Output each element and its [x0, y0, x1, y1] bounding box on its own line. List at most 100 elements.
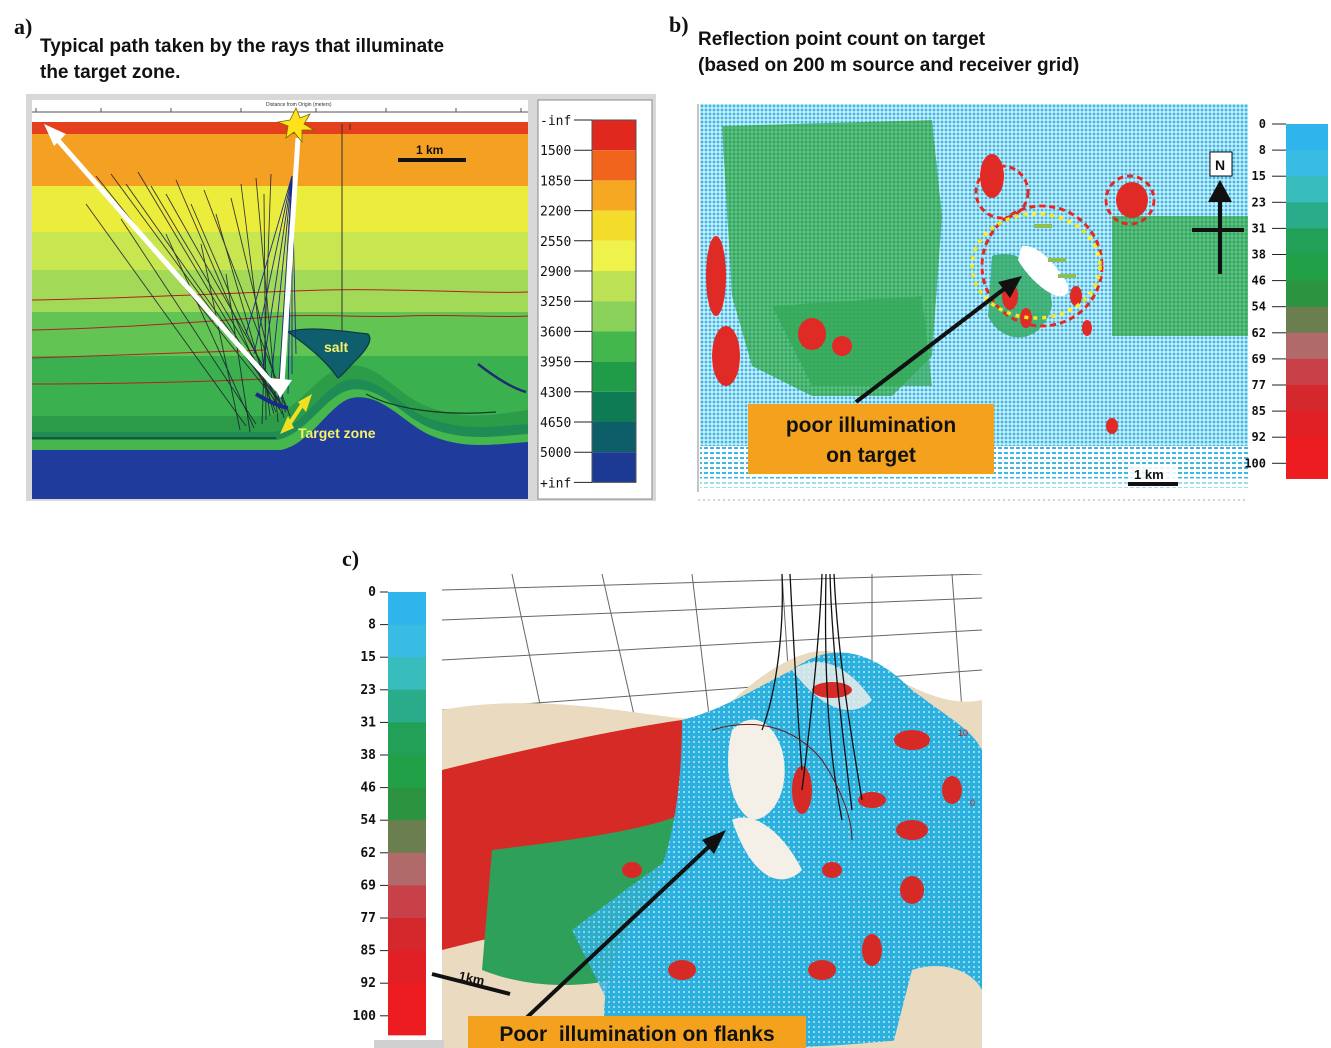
- count-color-block: [388, 885, 426, 919]
- count-color-block: [388, 722, 426, 756]
- count-color-block: [388, 624, 426, 658]
- panel-b-map: N poor illumination on target 1 km 0 8 15 2…: [697, 98, 1328, 501]
- panel-c-scale-bar: [431, 972, 511, 996]
- count-colorbar-c: [388, 592, 426, 1036]
- panel-a-title-line1: Typical path taken by the rays that illu…: [40, 36, 445, 57]
- count-tick-label: 0: [368, 585, 376, 600]
- velocity-color-block: [592, 301, 636, 332]
- count-colorbar-b-ticks: 0 8 15 23 31 38 46 54 62 69 77 85 92 100: [1244, 117, 1286, 470]
- velocity-color-block: [592, 422, 636, 453]
- panel-a-scale-label: 1 km: [416, 143, 443, 157]
- velocity-color-block: [592, 150, 636, 181]
- count-color-block: [1286, 332, 1328, 360]
- count-tick-label: 85: [360, 944, 376, 959]
- count-tick-label: 54: [1252, 300, 1266, 314]
- panel-b-callout: [748, 404, 994, 474]
- panel-b-callout-line2: on target: [826, 444, 916, 467]
- panel-c-callout: [468, 1016, 806, 1048]
- velocity-color-block: [592, 120, 636, 151]
- velocity-colorbar-ticks: -inf 1500 1850 2200 2550 2900 3250 3600 3950 4300…: [540, 114, 592, 491]
- velocity-color-block: [592, 210, 636, 241]
- count-color-block: [388, 657, 426, 691]
- target-outline: [970, 212, 1102, 320]
- north-arrow-icon: N: [1192, 151, 1244, 274]
- count-tick-label: 31: [1252, 221, 1266, 235]
- count-color-block: [1286, 306, 1328, 334]
- count-tick-label: 77: [360, 911, 376, 926]
- count-color-block: [1286, 254, 1328, 282]
- velocity-color-block: [592, 271, 636, 302]
- panel-a-letter: a): [14, 14, 33, 39]
- count-color-block: [388, 983, 426, 1017]
- velocity-color-block: [592, 391, 636, 422]
- count-tick-label: 0: [1259, 117, 1266, 131]
- velocity-color-block: [592, 240, 636, 271]
- panel-a-title-line2: the target zone.: [40, 62, 181, 83]
- count-color-block: [388, 787, 426, 821]
- velocity-tick-label: 1500: [540, 144, 571, 159]
- svg-text:N: N: [1215, 157, 1225, 173]
- velocity-tick-label: 4300: [540, 386, 571, 401]
- velocity-tick-label: 3600: [540, 325, 571, 340]
- count-color-block: [1286, 202, 1328, 229]
- count-tick-label: 54: [360, 813, 376, 828]
- count-color-block: [1286, 176, 1328, 203]
- count-tick-label: 8: [1259, 143, 1266, 157]
- velocity-tick-label: 4650: [540, 416, 571, 431]
- count-color-block: [388, 820, 426, 854]
- panel-c-letter: c): [342, 546, 360, 571]
- velocity-color-block: [592, 331, 636, 362]
- count-color-block: [1286, 411, 1328, 438]
- velocity-tick-label: 2900: [540, 265, 571, 280]
- target-zone-arrow: [280, 394, 312, 434]
- count-tick-label: 92: [360, 976, 376, 991]
- count-colorbar-c-ticks: 0 8 15 23 31 38 46 54 62 69 77 85 92 100: [353, 585, 388, 1024]
- illumination-gap: [1018, 245, 1069, 297]
- count-tick-label: 38: [360, 748, 376, 763]
- count-tick-label: 69: [360, 878, 376, 893]
- panel-a-axis-caption: Distance from Origin (meters): [266, 102, 332, 108]
- count-color-block: [388, 852, 426, 886]
- target-zone-label: Target zone: [298, 425, 376, 441]
- velocity-tick-label: 5000: [540, 446, 571, 461]
- count-color-block: [388, 1015, 426, 1036]
- count-tick-label: 46: [1252, 274, 1266, 288]
- count-tick-label: 8: [368, 618, 376, 633]
- count-color-block: [388, 918, 426, 952]
- svg-text:0: 0: [970, 798, 975, 808]
- count-tick-label: 62: [1252, 326, 1266, 340]
- panel-b-scale-label: 1 km: [1134, 467, 1164, 482]
- count-color-block: [1286, 280, 1328, 308]
- velocity-tick-label: 3950: [540, 356, 571, 371]
- count-color-block: [1286, 124, 1328, 151]
- velocity-tick-label: +inf: [540, 476, 571, 491]
- svg-text:10: 10: [958, 728, 968, 738]
- count-color-block: [388, 689, 426, 723]
- count-tick-label: 23: [360, 683, 376, 698]
- velocity-tick-label: 3250: [540, 295, 571, 310]
- count-colorbar-b: [1286, 124, 1328, 479]
- count-color-block: [388, 950, 426, 984]
- source-star-icon: [276, 107, 316, 144]
- count-color-block: [1286, 358, 1328, 386]
- panel-b-letter: b): [669, 12, 689, 37]
- count-tick-label: 100: [1244, 456, 1266, 470]
- panel-b-callout-line1: poor illumination: [786, 414, 956, 437]
- count-color-block: [388, 592, 426, 626]
- count-tick-label: 15: [1252, 169, 1266, 183]
- count-tick-label: 92: [1252, 430, 1266, 444]
- count-tick-label: 31: [360, 715, 376, 730]
- velocity-tick-label: -inf: [540, 114, 571, 129]
- panel-a-cross-section: Distance from Origin (meters): [26, 94, 656, 501]
- velocity-color-block: [592, 452, 636, 483]
- count-color-block: [1286, 150, 1328, 177]
- count-color-block: [1286, 437, 1328, 464]
- panel-c-callout-text: Poor illumination on flanks: [499, 1023, 774, 1046]
- panel-b-title-line1: Reflection point count on target: [698, 29, 986, 50]
- count-tick-label: 77: [1252, 378, 1266, 392]
- count-tick-label: 62: [360, 846, 376, 861]
- count-color-block: [1286, 463, 1328, 479]
- ray-path-arrows: [44, 124, 301, 398]
- count-tick-label: 100: [353, 1009, 377, 1024]
- count-tick-label: 15: [360, 650, 376, 665]
